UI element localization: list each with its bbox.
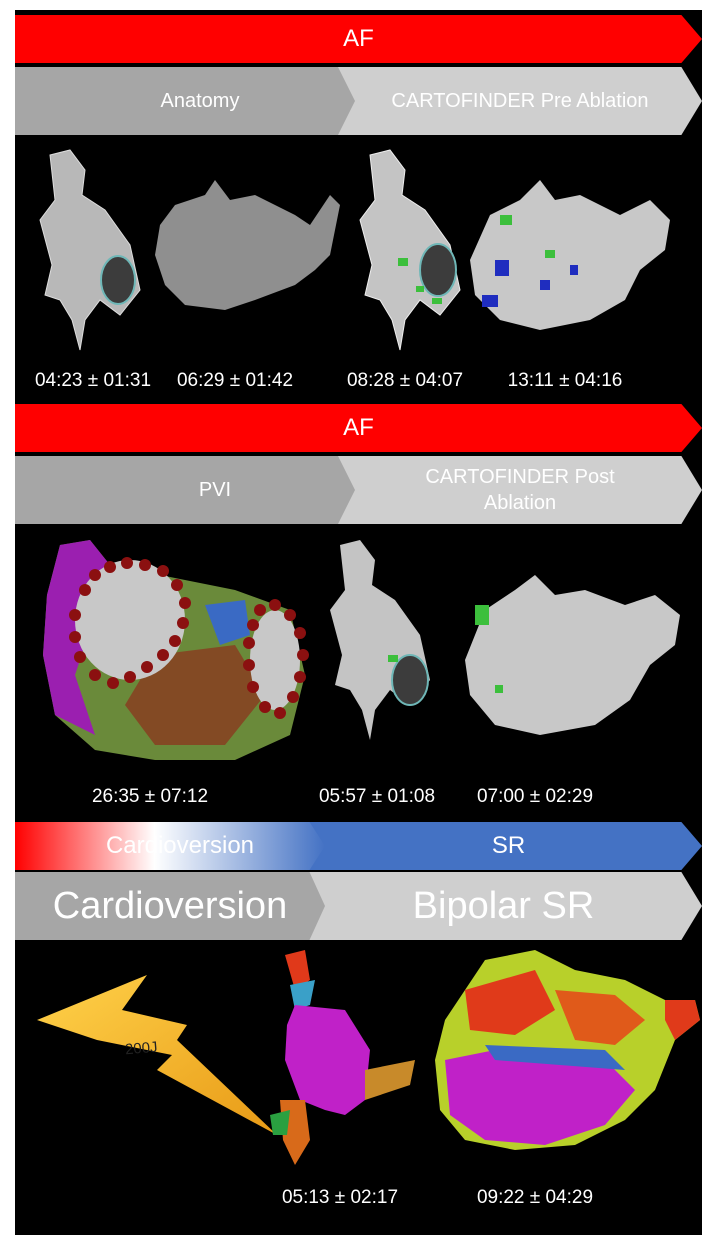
step-row-2: PVI CARTOFINDER Post Ablation (15, 456, 702, 524)
step-cardioversion-label: Cardioversion (52, 884, 288, 927)
cartofinder-post-map-1 (330, 540, 430, 740)
cartofinder-pre-map-2 (470, 180, 670, 330)
lightning-bolt-icon (37, 975, 277, 1135)
step-pvi: PVI (15, 456, 355, 524)
time-cartofinder-pre-1: 08:28 ± 04:07 (346, 370, 464, 391)
step-cartofinder-pre: CARTOFINDER Pre Ablation (360, 67, 680, 135)
step-bipolar-sr-label: Bipolar SR (412, 884, 595, 927)
step-cartofinder-pre-label: CARTOFINDER Pre Ablation (391, 89, 649, 112)
time-pvi: 26:35 ± 07:12 (91, 786, 209, 807)
shock-energy-label: 200J (124, 1038, 159, 1059)
cardioversion-banner: Cardioversion (15, 822, 325, 870)
time-cartofinder-post-1: 05:57 ± 01:08 (318, 786, 436, 807)
step-pvi-label: PVI (198, 478, 232, 501)
step-row-3: Bipolar SR Cardioversion (15, 872, 702, 940)
time-bipolar-sr-2: 09:22 ± 04:29 (476, 1187, 594, 1208)
af-banner-1-label: AF (343, 25, 374, 52)
af-banner-1: AF (15, 15, 702, 63)
time-bipolar-sr-1: 05:13 ± 02:17 (281, 1187, 399, 1208)
step-cartofinder-post: CARTOFINDER Post Ablation (360, 456, 680, 524)
sr-banner-label: SR (491, 832, 526, 859)
time-anatomy-1: 04:23 ± 01:31 (34, 370, 152, 391)
cartofinder-pre-map-1 (359, 149, 461, 351)
af-banner-2: AF (15, 404, 702, 452)
figure-frame: AF Anatomy CARTOFINDER Pre Ablation 04:2… (15, 10, 702, 1235)
anatomy-map-2 (155, 180, 340, 310)
step-cartofinder-post-line1: CARTOFINDER Post (425, 466, 615, 488)
time-cartofinder-pre-2: 13:11 ± 04:16 (507, 370, 623, 391)
bipolar-sr-map-1 (270, 950, 415, 1165)
step-anatomy-label: Anatomy (160, 89, 240, 112)
cardioversion-banner-label: Cardioversion (105, 832, 255, 859)
step-anatomy: Anatomy (15, 67, 355, 135)
af-banner-2-label: AF (343, 414, 374, 441)
step-row-1: Anatomy CARTOFINDER Pre Ablation (15, 67, 702, 135)
bipolar-sr-map-2 (435, 950, 700, 1150)
step-cartofinder-post-line2: Ablation (483, 492, 557, 514)
cardioversion-sr-banner: SR Cardioversion (15, 822, 702, 870)
time-anatomy-2: 06:29 ± 01:42 (176, 370, 294, 391)
cartofinder-post-map-2 (465, 575, 680, 735)
pvi-map (43, 540, 309, 760)
anatomy-map-1 (39, 149, 141, 351)
time-cartofinder-post-2: 07:00 ± 02:29 (476, 786, 594, 807)
step-cardioversion: Cardioversion (15, 872, 325, 940)
